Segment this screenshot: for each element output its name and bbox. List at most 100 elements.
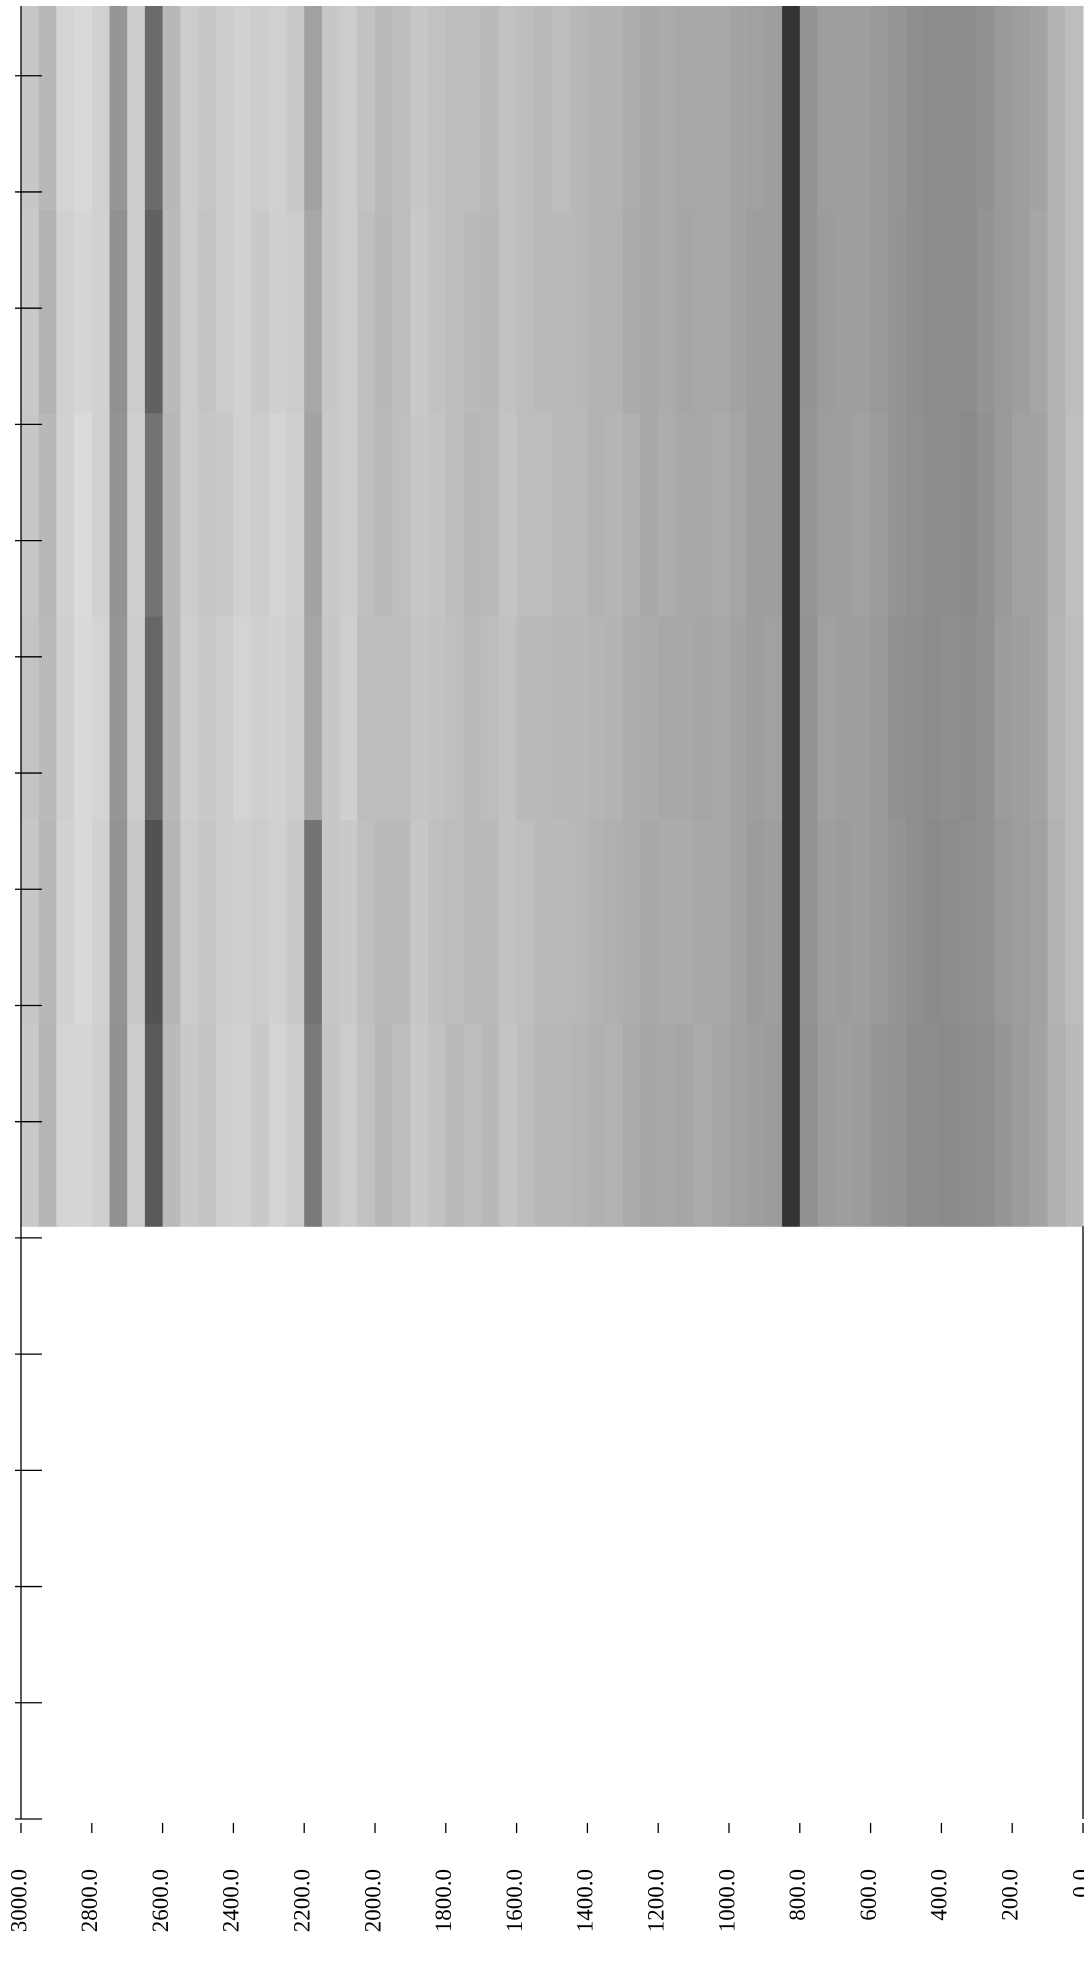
x-tick-label: 2000.0 xyxy=(360,1869,385,1932)
heat-cell xyxy=(1029,6,1049,210)
heat-cell xyxy=(109,412,128,617)
heat-cell xyxy=(799,412,818,617)
heat-cell xyxy=(304,616,323,821)
heat-cell xyxy=(481,819,500,1024)
heat-cell xyxy=(941,412,960,617)
heat-cell xyxy=(1029,209,1049,414)
heat-cell xyxy=(516,616,535,821)
heat-cell xyxy=(729,209,748,414)
heat-cell xyxy=(268,819,287,1024)
heat-cell xyxy=(870,616,889,821)
heat-cell xyxy=(162,616,181,821)
heat-cell xyxy=(799,616,818,821)
heat-cell xyxy=(180,412,199,617)
heat-cell xyxy=(516,209,535,414)
heat-cell xyxy=(888,6,907,210)
x-tick-label: 2600.0 xyxy=(148,1869,173,1932)
heat-cell xyxy=(357,412,376,617)
heat-cell xyxy=(21,6,40,210)
heat-cell xyxy=(693,209,712,414)
heat-cell xyxy=(392,209,411,414)
heat-cell xyxy=(357,209,376,414)
heat-cell xyxy=(852,819,872,1024)
heat-cell xyxy=(640,616,659,821)
heat-cell xyxy=(215,819,234,1024)
heat-cell xyxy=(445,6,464,210)
heat-cell xyxy=(622,6,641,210)
heat-cell xyxy=(74,616,93,821)
heat-cell xyxy=(906,209,925,414)
heat-cell xyxy=(56,209,75,414)
heat-cell xyxy=(976,1022,995,1227)
heat-cell xyxy=(445,209,464,414)
heat-cell xyxy=(144,6,164,210)
heat-cell xyxy=(605,616,624,821)
heat-cell xyxy=(959,1022,978,1227)
heat-cell xyxy=(569,616,588,821)
heat-cell xyxy=(746,819,765,1024)
heat-cell xyxy=(976,819,995,1024)
heat-cell xyxy=(799,209,818,414)
heat-cell xyxy=(286,209,305,414)
heat-cell xyxy=(410,819,429,1024)
heat-cell xyxy=(498,1022,518,1227)
heat-cell xyxy=(976,616,995,821)
heat-cell xyxy=(976,6,995,210)
heat-cell xyxy=(658,209,677,414)
heat-cell xyxy=(906,412,925,617)
x-tick-label: 1800.0 xyxy=(431,1869,456,1932)
heat-cell xyxy=(162,209,181,414)
heat-cell xyxy=(817,819,836,1024)
heat-cell xyxy=(321,6,341,210)
heat-cell xyxy=(198,819,217,1024)
heat-cell xyxy=(109,616,128,821)
heat-cell xyxy=(198,1022,217,1227)
heat-cell xyxy=(923,412,942,617)
heat-cell xyxy=(144,819,164,1024)
heat-cell xyxy=(304,209,323,414)
heat-cell xyxy=(835,1022,854,1227)
x-tick-label: 1200.0 xyxy=(643,1869,668,1932)
heat-cell xyxy=(587,412,606,617)
heat-cell xyxy=(215,209,234,414)
heat-cell xyxy=(38,1022,57,1227)
heat-cell xyxy=(1047,209,1066,414)
heat-cell xyxy=(286,819,305,1024)
heat-cell xyxy=(782,819,801,1024)
heat-cell xyxy=(675,616,695,821)
heat-cell xyxy=(339,209,358,414)
heat-cell xyxy=(321,819,341,1024)
heat-cell xyxy=(21,209,40,414)
heat-cell xyxy=(516,819,535,1024)
heat-cell xyxy=(127,412,146,617)
heat-cell xyxy=(994,6,1013,210)
heat-cell xyxy=(994,616,1013,821)
heat-cell xyxy=(1047,616,1066,821)
heat-cell xyxy=(1012,1022,1031,1227)
heat-cell xyxy=(746,412,765,617)
heat-cell xyxy=(923,209,942,414)
heat-cell xyxy=(799,6,818,210)
heat-cell xyxy=(392,819,411,1024)
heat-cell xyxy=(534,616,553,821)
heat-cell xyxy=(251,616,270,821)
heat-cell xyxy=(976,209,995,414)
heat-cell xyxy=(74,819,93,1024)
heat-cell xyxy=(516,412,535,617)
heat-cell xyxy=(711,6,730,210)
heat-cell xyxy=(286,1022,305,1227)
heat-cell xyxy=(38,616,57,821)
heat-cell xyxy=(782,6,801,210)
heat-cell xyxy=(109,209,128,414)
heat-cell xyxy=(675,412,695,617)
heat-cell xyxy=(1047,1022,1066,1227)
heat-cell xyxy=(835,6,854,210)
heat-cell xyxy=(357,1022,376,1227)
heat-cell xyxy=(410,616,429,821)
heat-cell xyxy=(693,616,712,821)
heat-cell xyxy=(658,819,677,1024)
heat-cell xyxy=(1029,819,1049,1024)
heat-cell xyxy=(198,412,217,617)
heat-cell xyxy=(304,819,323,1024)
heat-cell xyxy=(799,819,818,1024)
